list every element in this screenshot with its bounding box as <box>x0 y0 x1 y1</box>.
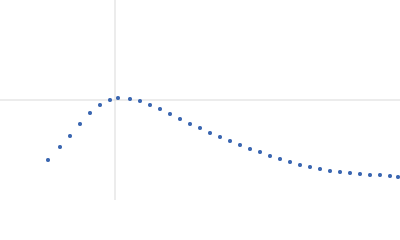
point <box>218 135 222 139</box>
point <box>128 97 132 101</box>
point <box>88 111 92 115</box>
point <box>268 154 272 158</box>
point <box>198 126 202 130</box>
point <box>78 122 82 126</box>
point <box>138 99 142 103</box>
point <box>308 165 312 169</box>
point <box>378 173 382 177</box>
point <box>388 174 392 178</box>
point <box>396 175 400 179</box>
point <box>108 98 112 102</box>
point <box>158 107 162 111</box>
point <box>148 103 152 107</box>
point <box>338 170 342 174</box>
point <box>358 172 362 176</box>
point <box>258 150 262 154</box>
chart <box>0 0 400 200</box>
point <box>208 131 212 135</box>
point <box>348 171 352 175</box>
point <box>68 134 72 138</box>
point <box>238 143 242 147</box>
point <box>318 167 322 171</box>
point <box>228 139 232 143</box>
point <box>116 96 120 100</box>
point <box>178 117 182 121</box>
point <box>368 173 372 177</box>
point <box>248 147 252 151</box>
point <box>188 122 192 126</box>
point <box>58 145 62 149</box>
point <box>46 158 50 162</box>
point <box>288 160 292 164</box>
point <box>298 163 302 167</box>
point <box>168 112 172 116</box>
point <box>328 169 332 173</box>
point <box>98 103 102 107</box>
point <box>278 157 282 161</box>
